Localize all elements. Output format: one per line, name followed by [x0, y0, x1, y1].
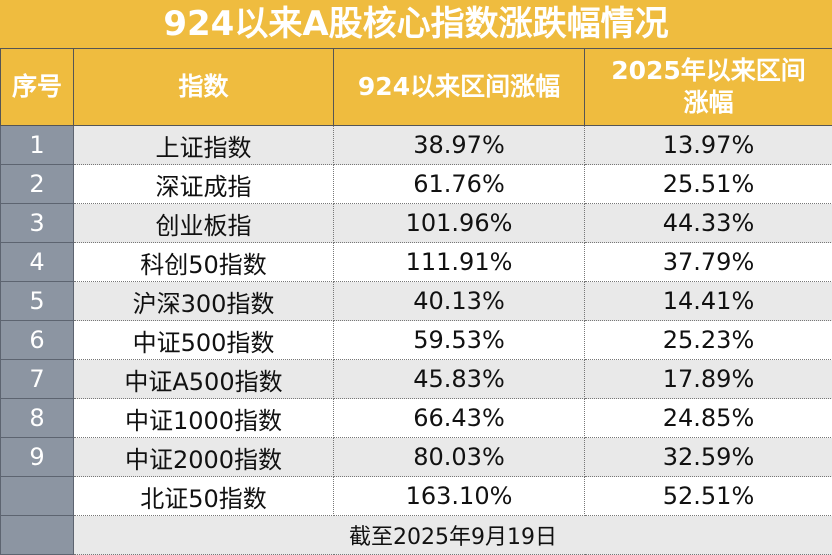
row-ytd: 13.97% [585, 126, 832, 165]
row-since-924: 59.53% [334, 321, 585, 360]
row-since-924: 38.97% [334, 126, 585, 165]
row-index-name: 深证成指 [74, 165, 334, 204]
row-since-924: 163.10% [334, 477, 585, 516]
header-seq: 序号 [1, 49, 74, 126]
row-index-name: 科创50指数 [74, 243, 334, 282]
row-ytd: 24.85% [585, 399, 832, 438]
row-index-name: 中证A500指数 [74, 360, 334, 399]
row-since-924: 101.96% [334, 204, 585, 243]
row-seq: 2 [1, 165, 74, 204]
header-since-924: 924以来区间涨幅 [334, 49, 585, 126]
row-since-924: 45.83% [334, 360, 585, 399]
table-title: 924以来A股核心指数涨跌幅情况 [0, 0, 832, 48]
footer-row: 截至2025年9月19日 [1, 516, 832, 555]
row-since-924: 61.76% [334, 165, 585, 204]
row-since-924: 66.43% [334, 399, 585, 438]
row-index-name: 创业板指 [74, 204, 334, 243]
row-ytd: 17.89% [585, 360, 832, 399]
row-seq: 1 [1, 126, 74, 165]
row-seq: 6 [1, 321, 74, 360]
row-index-name: 中证500指数 [74, 321, 334, 360]
header-index: 指数 [74, 49, 334, 126]
row-index-name: 上证指数 [74, 126, 334, 165]
row-since-924: 40.13% [334, 282, 585, 321]
row-seq: 7 [1, 360, 74, 399]
row-seq: 9 [1, 438, 74, 477]
row-seq: 5 [1, 282, 74, 321]
row-ytd: 44.33% [585, 204, 832, 243]
row-ytd: 14.41% [585, 282, 832, 321]
row-seq [1, 477, 74, 516]
row-seq: 4 [1, 243, 74, 282]
row-ytd: 52.51% [585, 477, 832, 516]
row-ytd: 25.23% [585, 321, 832, 360]
header-row: 序号 指数 924以来区间涨幅 2025年以来区间涨幅 [1, 49, 832, 126]
header-ytd: 2025年以来区间涨幅 [585, 49, 832, 126]
row-ytd: 25.51% [585, 165, 832, 204]
footer-seq [1, 516, 74, 555]
row-index-name: 中证2000指数 [74, 438, 334, 477]
row-seq: 3 [1, 204, 74, 243]
row-seq: 8 [1, 399, 74, 438]
row-ytd: 32.59% [585, 438, 832, 477]
row-index-name: 沪深300指数 [74, 282, 334, 321]
row-index-name: 中证1000指数 [74, 399, 334, 438]
as-of-date: 截至2025年9月19日 [74, 516, 832, 555]
row-since-924: 80.03% [334, 438, 585, 477]
row-ytd: 37.79% [585, 243, 832, 282]
row-index-name: 北证50指数 [74, 477, 334, 516]
row-since-924: 111.91% [334, 243, 585, 282]
